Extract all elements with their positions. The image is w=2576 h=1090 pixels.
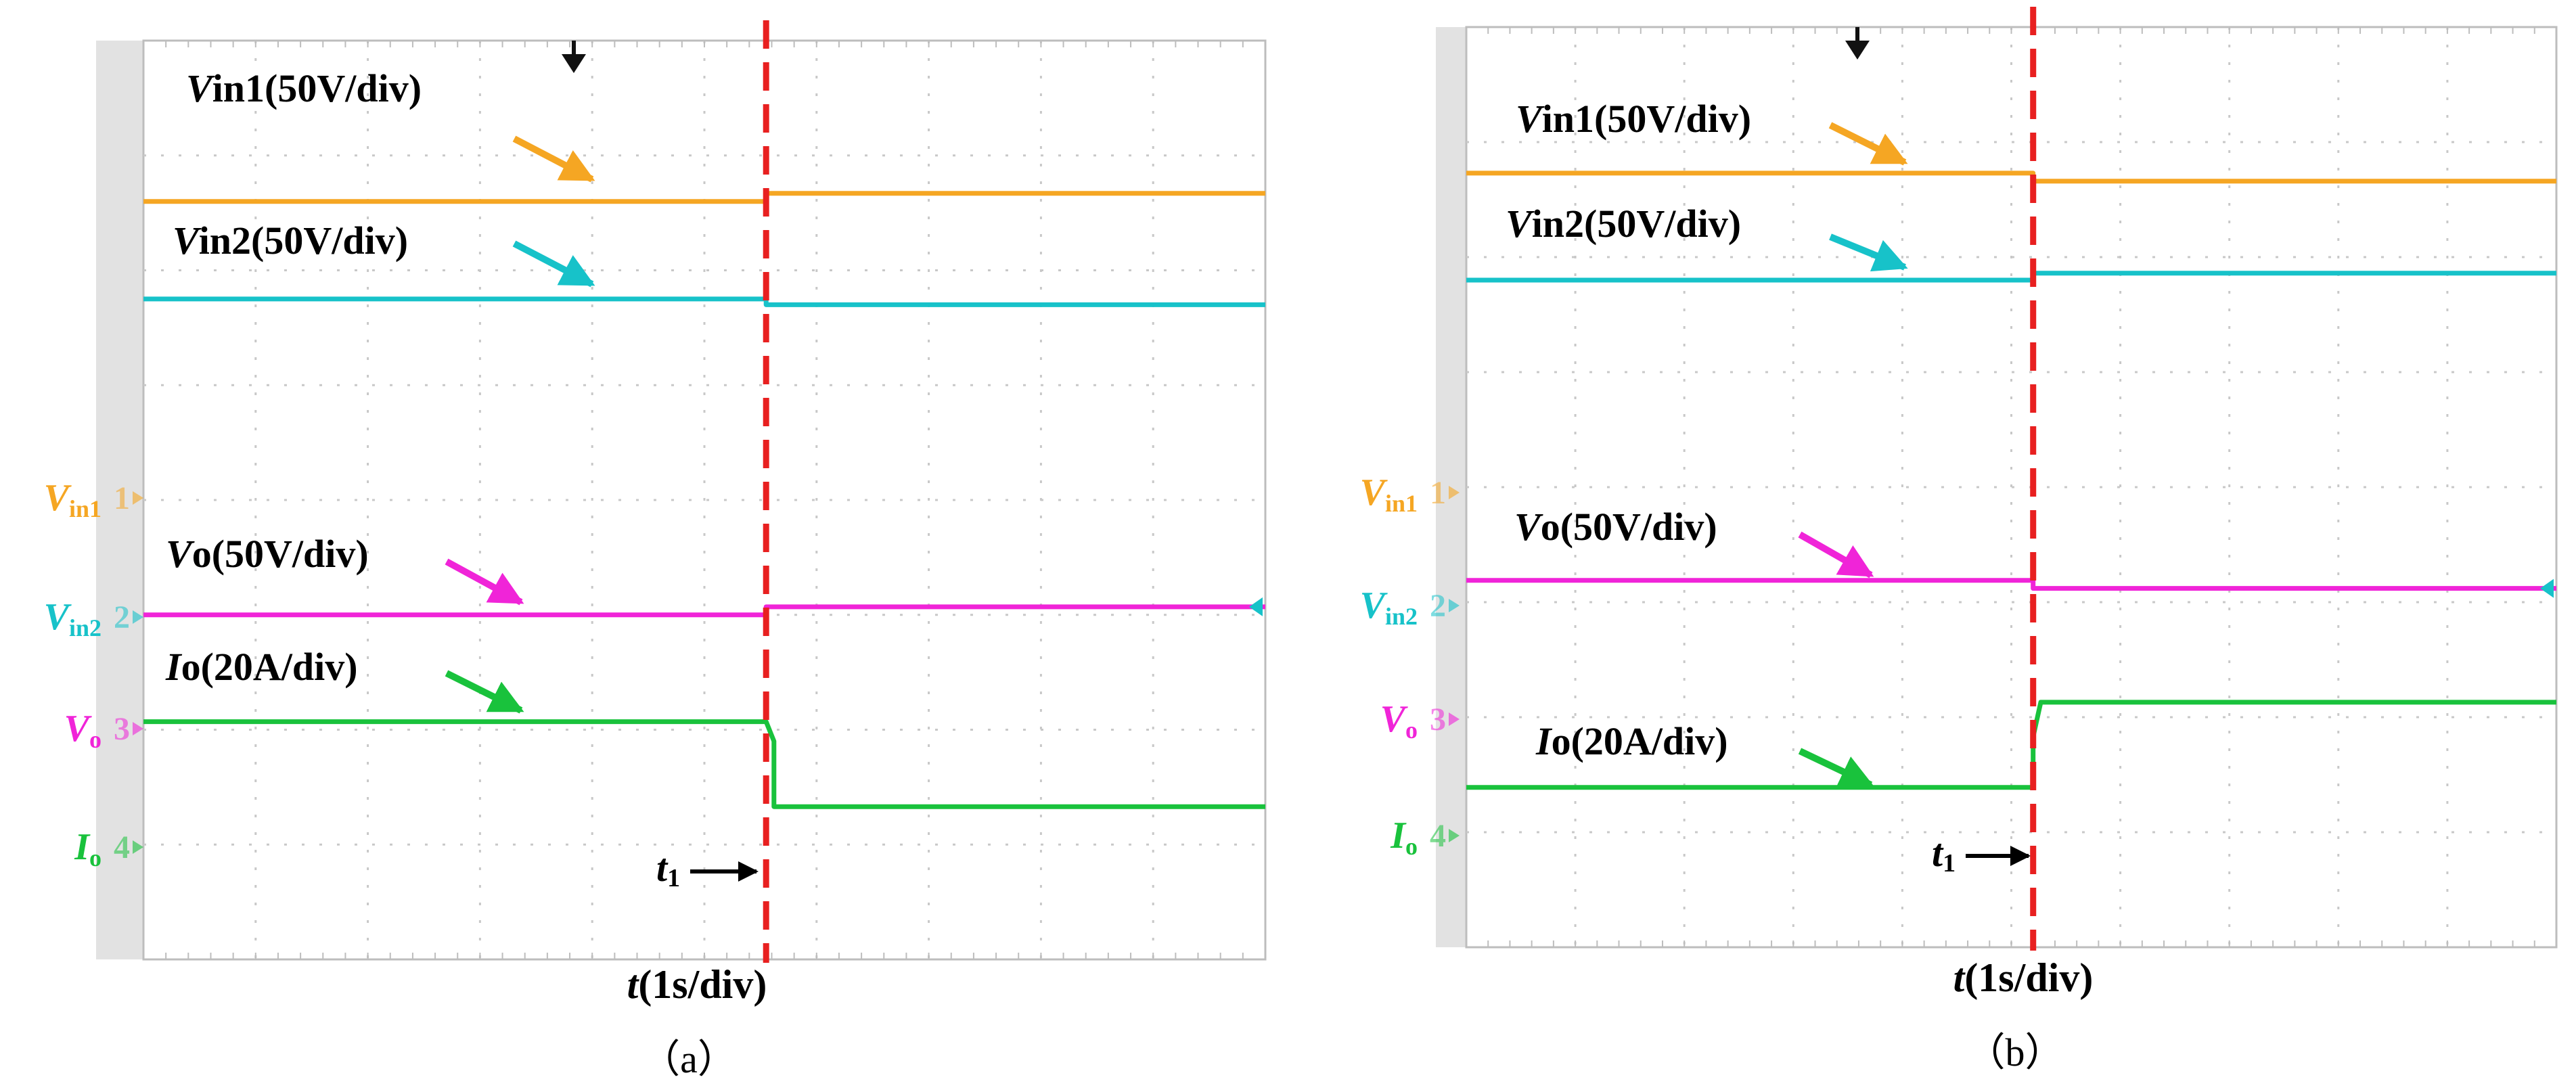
- channel-label-io: Io: [74, 826, 101, 871]
- annotation-vo: Vo(50V/div): [1514, 505, 1874, 578]
- channel-number-vin2: 2: [114, 599, 130, 635]
- channel-ground-icon-vin1: [1449, 486, 1460, 499]
- channel-label-vin1: Vin1: [44, 477, 101, 522]
- annotation-vin2: Vin2(50V/div): [1506, 202, 1908, 272]
- waveform-io: [143, 719, 1265, 809]
- waveform-vin2: [143, 296, 1265, 307]
- channel-marker-vin2: Vin2 2: [1360, 585, 1460, 630]
- channel-marker-io: Io 4: [74, 826, 143, 871]
- channel-label-io: Io: [1390, 815, 1418, 860]
- annotation-vo: Vo(50V/div): [166, 532, 524, 606]
- time-axis-label: t(1s/div): [627, 962, 767, 1007]
- channel-number-vin1: 1: [1430, 475, 1446, 511]
- annotation-label-vin1: Vin1(50V/div): [1516, 97, 1751, 141]
- channel-2-offset-icon: [1249, 597, 1263, 616]
- channel-marker-vin1: Vin1 1: [1360, 472, 1460, 517]
- annotation-label-vin2: Vin2(50V/div): [1506, 202, 1741, 246]
- panel-caption: （b）: [1966, 1030, 2064, 1074]
- channel-ground-icon-io: [133, 840, 143, 854]
- channel-ground-icon-io: [1449, 829, 1460, 842]
- event-label-t1: t1: [656, 846, 680, 892]
- panel-a: Vin1 1 Vin2 2 Vo 3 Io 4 Vin1(50V/div) Vin2(50V/di…: [44, 20, 1267, 1081]
- channel-2-offset-icon: [2540, 578, 2554, 598]
- channel-label-vin2: Vin2: [1360, 585, 1418, 630]
- annotation-arrow-vin1: [1828, 122, 1908, 166]
- panel-b: Vin1 1 Vin2 2 Vo 3 Io 4 Vin1(50V/div) Vin2(50V/di…: [1360, 7, 2558, 1074]
- channel-marker-vin1: Vin1 1: [44, 477, 143, 522]
- trigger-position-icon: [562, 54, 586, 73]
- channel-marker-vo: Vo 3: [64, 708, 143, 753]
- time-axis-label: t(1s/div): [1953, 955, 2094, 1000]
- annotation-vin2: Vin2(50V/div): [173, 219, 595, 288]
- annotation-label-vo: Vo(50V/div): [1514, 505, 1717, 549]
- annotation-label-vin2: Vin2(50V/div): [173, 219, 408, 263]
- channel-ground-icon-vin1: [133, 491, 143, 505]
- channel-number-vin1: 1: [114, 480, 130, 516]
- channel-number-vo: 3: [114, 711, 130, 747]
- annotation-arrow-vo: [445, 558, 524, 606]
- annotation-label-io: Io(20A/div): [1535, 719, 1728, 763]
- grid: [143, 41, 1266, 959]
- annotation-io: Io(20A/div): [165, 645, 524, 714]
- channel-ground-icon-vin2: [1449, 599, 1460, 612]
- channel-ground-icon-vin2: [133, 610, 143, 624]
- event-label-t1: t1: [1932, 831, 1956, 878]
- panel-caption: （a）: [641, 1037, 737, 1081]
- channel-label-vo: Vo: [1380, 698, 1418, 744]
- channel-marker-vin2: Vin2 2: [44, 596, 143, 641]
- annotation-vin1: Vin1(50V/div): [1516, 97, 1908, 166]
- annotation-label-io: Io(20A/div): [165, 645, 358, 689]
- annotation-vin1: Vin1(50V/div): [186, 66, 595, 183]
- annotation-arrow-vin2: [1829, 233, 1908, 272]
- annotation-arrow-vin2: [512, 240, 595, 288]
- annotation-io: Io(20A/div): [1535, 719, 1874, 788]
- grid: [1466, 27, 2557, 947]
- channel-ground-icon-vo: [133, 722, 143, 735]
- channel-label-vin1: Vin1: [1360, 472, 1418, 517]
- channel-marker-vo: Vo 3: [1380, 698, 1460, 744]
- scope-margin-strip: [1436, 27, 1466, 947]
- channel-label-vin2: Vin2: [44, 596, 101, 641]
- annotation-label-vin1: Vin1(50V/div): [186, 66, 422, 110]
- annotation-arrow-io: [445, 670, 524, 714]
- channel-number-vin2: 2: [1430, 588, 1446, 624]
- channel-number-io: 4: [114, 830, 130, 865]
- channel-marker-io: Io 4: [1390, 815, 1460, 860]
- channel-number-io: 4: [1430, 818, 1446, 854]
- annotation-arrow-io: [1798, 748, 1874, 788]
- waveform-vo: [1466, 578, 2556, 591]
- channel-ground-icon-vo: [1449, 712, 1460, 726]
- channel-number-vo: 3: [1430, 702, 1446, 737]
- channel-label-vo: Vo: [64, 708, 101, 753]
- trigger-position-icon: [1845, 41, 1870, 60]
- annotation-arrow-vo: [1798, 531, 1874, 578]
- annotation-arrow-vin1: [512, 135, 595, 183]
- annotation-label-vo: Vo(50V/div): [166, 532, 369, 576]
